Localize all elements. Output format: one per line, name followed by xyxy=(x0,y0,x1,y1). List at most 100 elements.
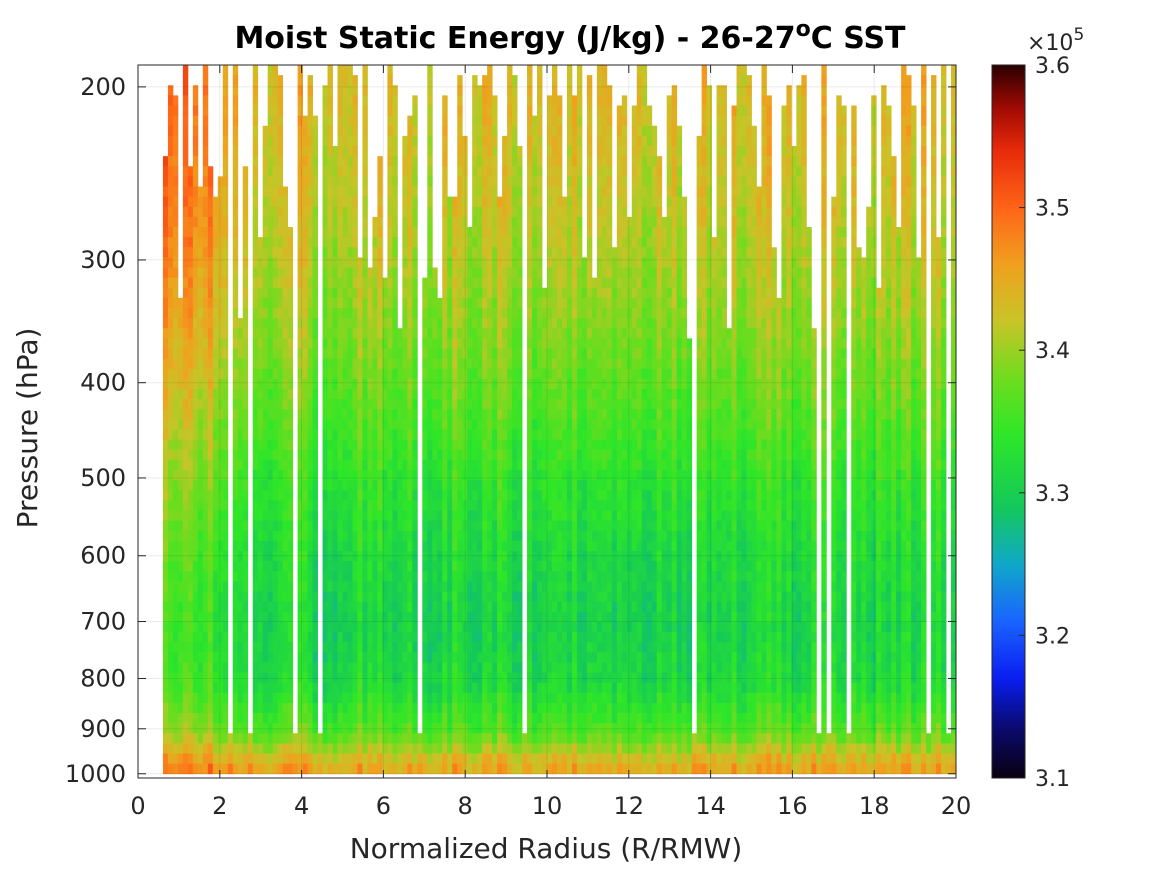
heatmap-cell xyxy=(542,733,548,744)
heatmap-cell xyxy=(347,500,353,511)
heatmap-cell xyxy=(576,530,583,542)
heatmap-cell xyxy=(167,206,174,218)
heatmap-cell xyxy=(232,399,239,410)
heatmap-cell xyxy=(307,75,313,86)
heatmap-cell xyxy=(172,338,179,349)
heatmap-cell xyxy=(472,399,478,410)
heatmap-cell xyxy=(437,743,443,754)
heatmap-cell xyxy=(427,166,433,177)
heatmap-cell xyxy=(352,389,358,400)
heatmap-cell xyxy=(537,551,543,562)
heatmap-cell xyxy=(432,601,438,613)
heatmap-cell xyxy=(537,368,543,380)
heatmap-cell xyxy=(551,662,558,673)
heatmap-cell xyxy=(397,348,403,360)
heatmap-cell xyxy=(182,85,189,96)
heatmap-cell xyxy=(551,399,558,410)
heatmap-cell xyxy=(467,480,473,491)
heatmap-cell xyxy=(527,632,533,643)
heatmap-cell xyxy=(457,368,463,380)
heatmap-cell xyxy=(377,763,383,775)
heatmap-cell xyxy=(422,328,428,339)
heatmap-cell xyxy=(327,308,333,319)
heatmap-cell xyxy=(482,510,488,522)
heatmap-cell xyxy=(472,642,478,653)
heatmap-cell xyxy=(402,277,408,289)
heatmap-cell xyxy=(527,105,533,117)
heatmap-cell xyxy=(282,530,289,542)
heatmap-cell xyxy=(257,368,264,380)
heatmap-cell xyxy=(517,196,523,208)
heatmap-cell xyxy=(412,115,418,127)
heatmap-cell xyxy=(482,723,488,734)
heatmap-cell xyxy=(392,257,398,268)
heatmap-cell xyxy=(297,227,303,238)
heatmap-cell xyxy=(382,561,388,572)
heatmap-cell xyxy=(272,439,279,451)
heatmap-cell xyxy=(457,125,463,137)
heatmap-cell xyxy=(222,702,229,714)
heatmap-cell xyxy=(571,672,578,684)
heatmap-cell xyxy=(472,196,478,208)
heatmap-cell xyxy=(581,591,588,603)
heatmap-cell xyxy=(542,389,548,400)
heatmap-cell xyxy=(337,297,343,309)
heatmap-cell xyxy=(477,328,483,339)
heatmap-cell xyxy=(537,318,543,329)
heatmap-cell xyxy=(287,257,294,268)
heatmap-cell xyxy=(202,642,209,653)
heatmap-cell xyxy=(576,85,583,96)
heatmap-cell xyxy=(492,176,498,187)
heatmap-cell xyxy=(576,561,583,572)
heatmap-cell xyxy=(407,125,413,137)
heatmap-cell xyxy=(282,247,289,258)
heatmap-cell xyxy=(422,459,428,471)
heatmap-cell xyxy=(502,642,508,653)
heatmap-cell xyxy=(172,135,179,147)
heatmap-cell xyxy=(542,297,548,309)
heatmap-cell xyxy=(472,378,478,390)
heatmap-cell xyxy=(527,389,533,400)
heatmap-cell xyxy=(267,176,274,187)
heatmap-cell xyxy=(307,206,313,218)
heatmap-cell xyxy=(551,500,558,511)
heatmap-cell xyxy=(467,601,473,613)
heatmap-cell xyxy=(307,105,313,117)
heatmap-cell xyxy=(517,409,523,420)
heatmap-cell xyxy=(467,247,473,258)
heatmap-cell xyxy=(297,135,303,147)
heatmap-cell xyxy=(537,287,543,299)
heatmap-cell xyxy=(477,713,483,724)
heatmap-cell xyxy=(447,510,453,522)
heatmap-cell xyxy=(432,733,438,744)
heatmap-cell xyxy=(212,389,219,400)
heatmap-cell xyxy=(477,146,483,157)
heatmap-cell xyxy=(382,743,388,754)
heatmap-cell xyxy=(222,672,229,684)
heatmap-cell xyxy=(447,206,453,218)
heatmap-cell xyxy=(576,156,583,167)
heatmap-cell xyxy=(397,480,403,491)
heatmap-cell xyxy=(207,297,214,309)
heatmap-cell xyxy=(232,125,239,137)
heatmap-cell xyxy=(292,743,299,754)
heatmap-cell xyxy=(576,611,583,623)
heatmap-cell xyxy=(177,297,184,309)
heatmap-cell xyxy=(282,439,289,451)
heatmap-cell xyxy=(192,632,199,643)
heatmap-cell xyxy=(537,338,543,349)
heatmap-cell xyxy=(407,520,413,532)
heatmap-cell xyxy=(497,561,503,572)
heatmap-cell xyxy=(392,237,398,248)
heatmap-cell xyxy=(392,348,398,360)
heatmap-cell xyxy=(502,156,508,167)
heatmap-cell xyxy=(412,682,418,694)
heatmap-cell xyxy=(442,338,448,349)
heatmap-cell xyxy=(297,257,303,268)
heatmap-cell xyxy=(217,399,224,410)
heatmap-cell xyxy=(492,146,498,157)
heatmap-cell xyxy=(237,652,244,663)
heatmap-cell xyxy=(162,510,169,522)
heatmap-cell xyxy=(487,328,493,339)
heatmap-cell xyxy=(537,247,543,258)
